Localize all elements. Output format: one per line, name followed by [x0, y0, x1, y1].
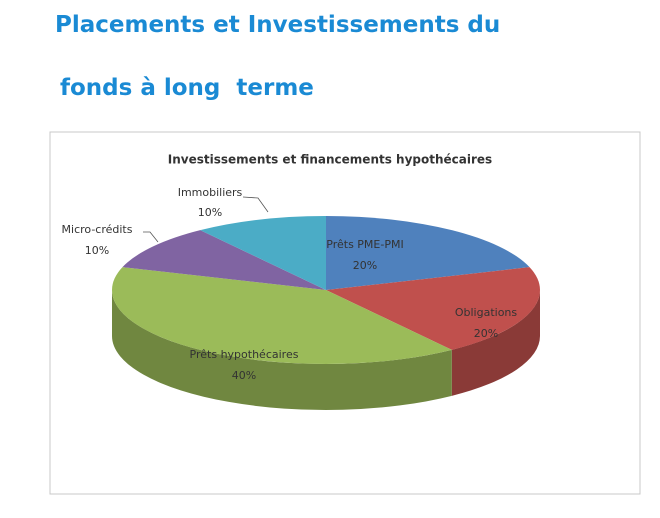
- leader-line: [143, 231, 159, 243]
- chart-title: Investissements et financements hypothéc…: [168, 153, 492, 167]
- pie-slice: [326, 216, 530, 290]
- slice-value-label: 20%: [353, 259, 377, 272]
- heading-line: fonds à long terme: [60, 75, 314, 101]
- pie-slice-side: [451, 290, 540, 396]
- slice-value-label: 10%: [85, 244, 109, 257]
- pie-slice: [200, 216, 326, 290]
- pie-slice: [122, 230, 326, 290]
- pie-slice: [326, 267, 540, 350]
- slice-label: Immobiliers: [178, 186, 243, 199]
- slice-value-label: 20%: [474, 327, 498, 340]
- slice-label: Obligations: [455, 306, 518, 319]
- leader-line: [242, 196, 269, 213]
- slice-label: Prêts PME-PMI: [326, 238, 403, 251]
- slice-label: Prêts hypothécaires: [190, 348, 299, 361]
- pie-slice: [112, 267, 452, 364]
- pie-slice-side: [112, 290, 452, 410]
- slice-value-label: 40%: [232, 369, 256, 382]
- chart-frame: [49, 131, 641, 495]
- slice-label: Micro-crédits: [62, 223, 133, 236]
- heading-line: Placements et Investissements du: [55, 12, 501, 38]
- slice-value-label: 10%: [198, 206, 222, 219]
